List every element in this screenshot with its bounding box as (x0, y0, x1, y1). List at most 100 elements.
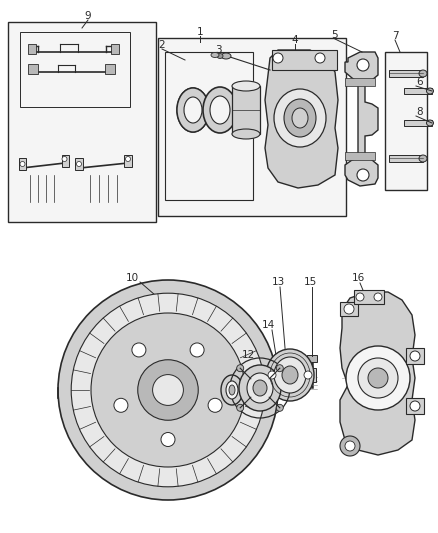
Ellipse shape (152, 375, 184, 406)
Polygon shape (22, 160, 65, 210)
Text: 12: 12 (241, 350, 254, 360)
Bar (62, 155, 69, 167)
Circle shape (344, 304, 354, 314)
Text: 15: 15 (304, 277, 317, 287)
Polygon shape (340, 292, 415, 455)
Text: 3: 3 (215, 45, 221, 55)
Bar (404, 120, 432, 126)
Ellipse shape (221, 375, 243, 405)
Circle shape (358, 358, 398, 398)
Circle shape (268, 371, 276, 379)
Bar (28, 64, 38, 74)
Bar (124, 155, 132, 167)
Ellipse shape (210, 96, 230, 124)
Text: 10: 10 (125, 273, 138, 283)
Ellipse shape (226, 381, 238, 399)
Text: 16: 16 (351, 273, 364, 283)
Text: 5: 5 (332, 30, 338, 40)
Text: 13: 13 (272, 277, 285, 287)
Circle shape (356, 293, 364, 301)
Text: 2: 2 (159, 40, 165, 50)
Circle shape (237, 405, 244, 411)
Circle shape (161, 432, 175, 447)
Bar (340, 302, 358, 316)
Circle shape (77, 161, 81, 166)
Circle shape (340, 436, 360, 456)
Circle shape (273, 53, 283, 63)
Bar (232, 86, 260, 134)
Bar (406, 348, 424, 364)
Text: 9: 9 (85, 11, 91, 21)
Text: 7: 7 (392, 31, 398, 41)
Text: 6: 6 (417, 77, 423, 87)
Polygon shape (265, 50, 338, 188)
Text: 4: 4 (292, 35, 298, 45)
Text: 1: 1 (197, 27, 203, 37)
Polygon shape (80, 160, 128, 210)
Ellipse shape (247, 373, 273, 403)
Ellipse shape (177, 88, 209, 132)
Ellipse shape (184, 97, 202, 123)
Bar (158, 38, 346, 216)
Circle shape (410, 351, 420, 361)
Bar (272, 50, 337, 70)
Bar (28, 44, 36, 54)
Circle shape (357, 59, 369, 71)
Polygon shape (345, 52, 378, 186)
Ellipse shape (419, 70, 427, 77)
Circle shape (345, 441, 355, 451)
Ellipse shape (211, 52, 219, 58)
Text: 8: 8 (417, 107, 423, 117)
Circle shape (276, 405, 283, 411)
Ellipse shape (138, 360, 198, 420)
Circle shape (126, 157, 131, 161)
Ellipse shape (282, 366, 298, 384)
Ellipse shape (274, 89, 326, 147)
Ellipse shape (239, 365, 281, 411)
Bar (404, 88, 432, 94)
Bar (406, 398, 424, 414)
Bar (345, 78, 375, 86)
Text: 14: 14 (261, 320, 275, 330)
Bar (20, 32, 130, 107)
Ellipse shape (184, 97, 202, 123)
Bar (111, 44, 119, 54)
Ellipse shape (284, 99, 316, 137)
Ellipse shape (229, 385, 235, 395)
Circle shape (276, 365, 283, 372)
Bar (389, 155, 423, 162)
Ellipse shape (419, 155, 427, 162)
Bar (389, 70, 423, 77)
Bar (264, 368, 316, 382)
Bar (8, 22, 156, 222)
Bar (354, 290, 384, 304)
Text: 11: 11 (209, 350, 223, 360)
Ellipse shape (232, 129, 260, 139)
Circle shape (315, 53, 325, 63)
Ellipse shape (427, 88, 434, 94)
Ellipse shape (177, 88, 209, 132)
Ellipse shape (427, 120, 434, 126)
Bar (165, 52, 253, 200)
Ellipse shape (221, 53, 231, 59)
Circle shape (190, 343, 204, 357)
Ellipse shape (58, 280, 278, 500)
Ellipse shape (91, 313, 245, 467)
Circle shape (208, 398, 222, 413)
Circle shape (114, 398, 128, 413)
Ellipse shape (232, 81, 260, 91)
Bar (385, 52, 427, 190)
Ellipse shape (71, 293, 265, 487)
Bar (345, 152, 375, 160)
Bar (105, 64, 115, 74)
Circle shape (357, 169, 369, 181)
Circle shape (20, 161, 25, 166)
Ellipse shape (266, 349, 314, 401)
Circle shape (368, 368, 388, 388)
Ellipse shape (292, 108, 308, 128)
Ellipse shape (203, 87, 237, 133)
Circle shape (374, 293, 382, 301)
Bar (75, 158, 83, 170)
Circle shape (237, 365, 244, 372)
Ellipse shape (253, 380, 267, 396)
